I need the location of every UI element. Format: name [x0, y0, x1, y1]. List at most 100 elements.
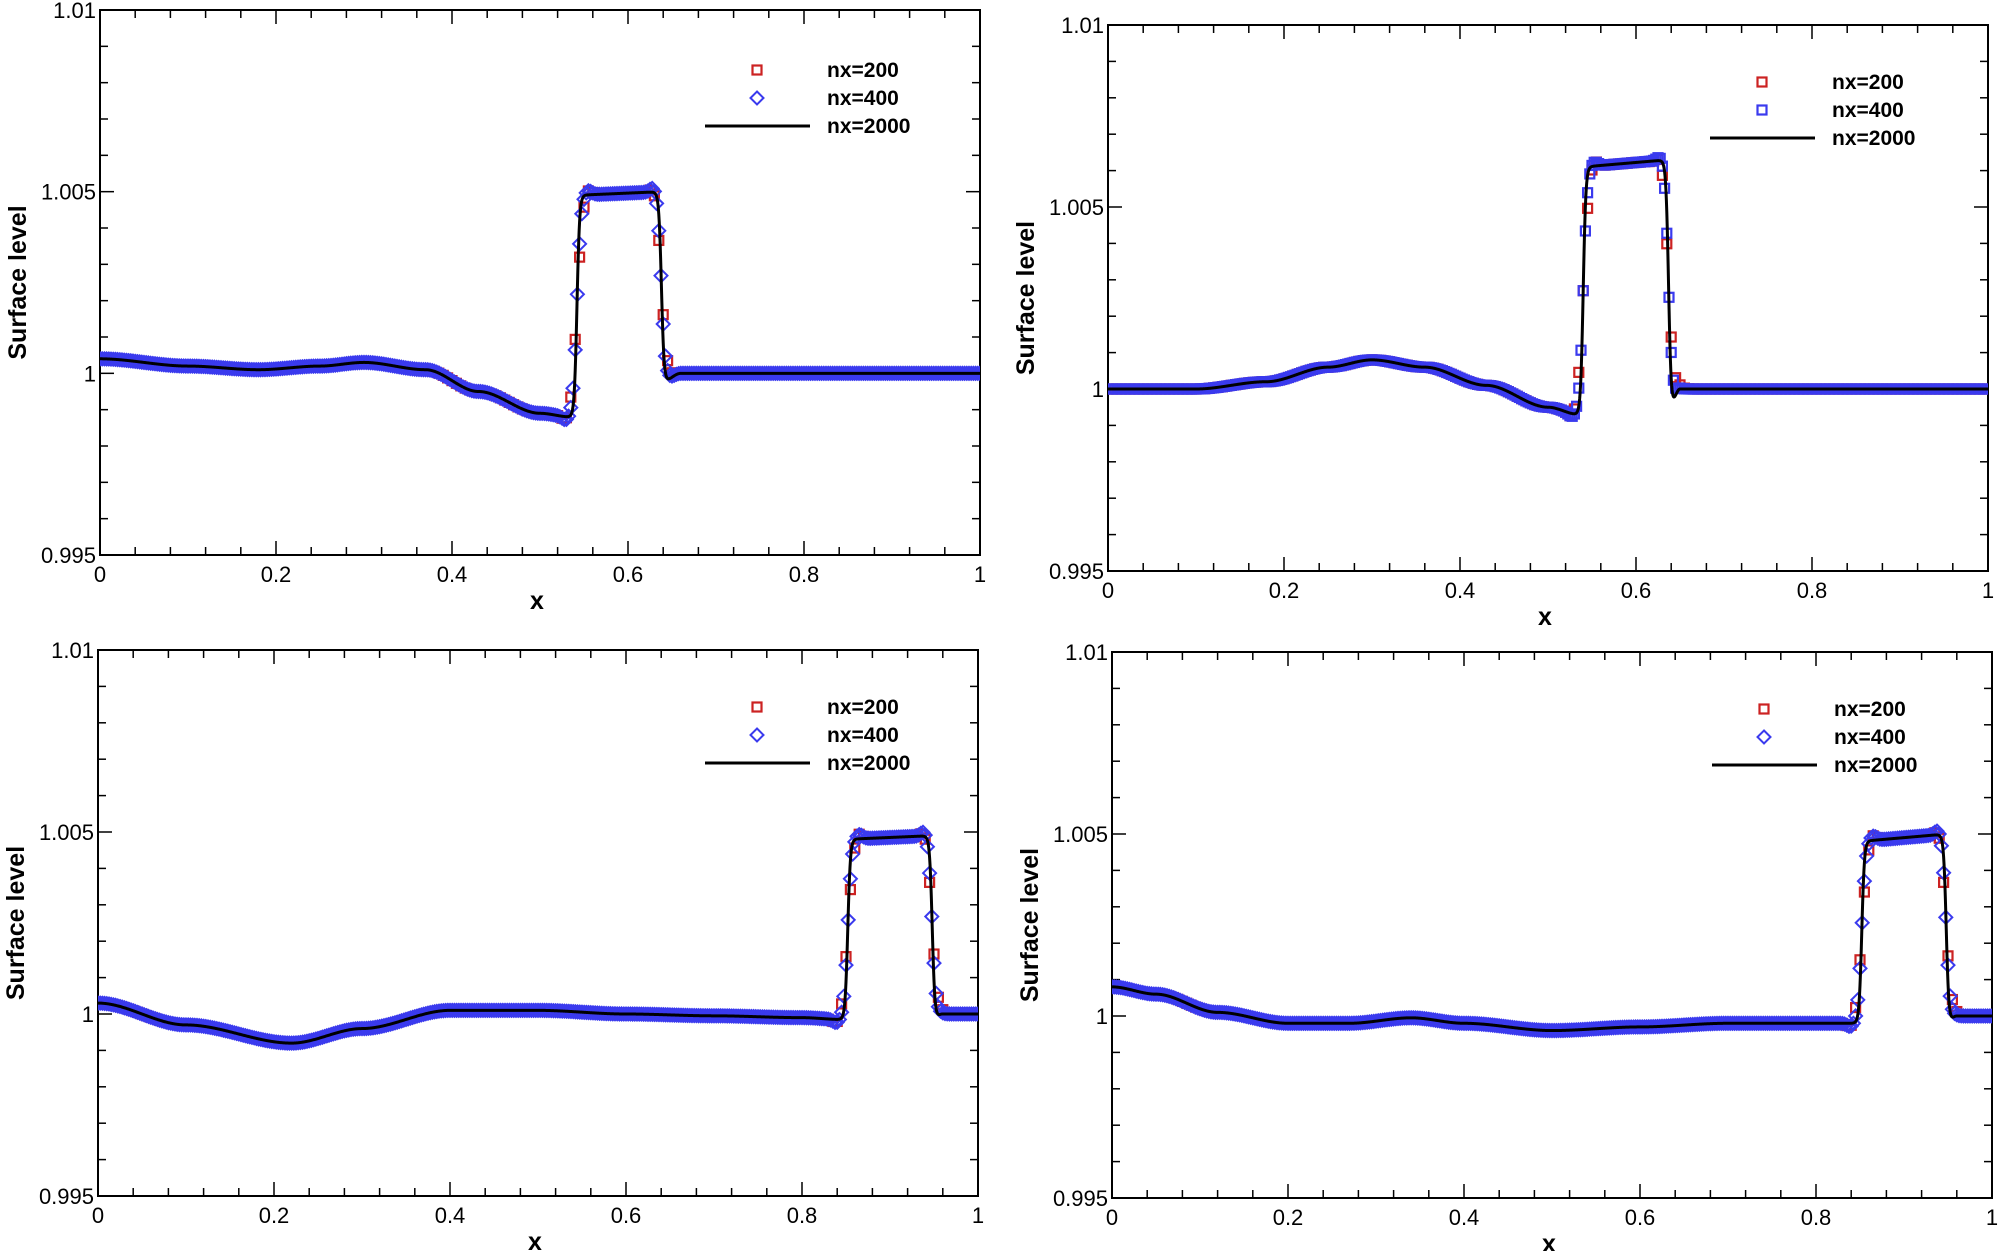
x-tick-label: 0.6 [613, 562, 644, 587]
series-nx2000-line [1108, 159, 1988, 416]
legend-marker-nx200 [1758, 703, 1770, 715]
y-tick-label: 0.995 [41, 543, 96, 568]
x-tick-label: 1 [972, 1203, 984, 1228]
chart-panel-top-right: 0 0.2 0.4 0.6 0.8 1 0.995 1 1.005 1.01 x Surface le… [1012, 13, 1994, 631]
y-tick-label: 1 [84, 361, 96, 386]
plot-area [1108, 152, 1988, 422]
x-tick-label: 0 [94, 562, 106, 587]
data-point-nx400 [967, 365, 980, 382]
x-tick-label: 0.8 [789, 562, 820, 587]
series-nx2000-line [100, 190, 980, 419]
y-tick-label: 1.005 [1053, 822, 1108, 847]
y-tick-label: 1.01 [1061, 13, 1104, 38]
x-tick-label: 0.4 [437, 562, 468, 587]
data-point-nx400 [1977, 1008, 1992, 1024]
legend-label: nx=400 [827, 87, 899, 110]
x-tick-label: 1 [974, 562, 986, 587]
legend-label: nx=2000 [827, 752, 911, 775]
plot-area [98, 824, 978, 1052]
y-tick-label: 1 [1092, 377, 1104, 402]
y-tick-label: 0.995 [1053, 1186, 1108, 1211]
x-tick-label: 0.2 [1273, 1205, 1304, 1230]
data-point-nx400 [648, 195, 665, 212]
x-tick-label: 1 [1986, 1205, 1998, 1230]
series-nx2000-line [1112, 833, 1992, 1033]
plot-frame [97, 649, 979, 1197]
x-tick-label: 0.8 [1797, 578, 1828, 603]
x-axis-label: x [528, 1228, 542, 1251]
plot-area [100, 180, 980, 428]
y-tick-label: 0.995 [39, 1184, 94, 1209]
data-point-nx400 [965, 365, 980, 382]
plot-frame [1111, 651, 1993, 1199]
series-nx2000-line [98, 834, 978, 1045]
x-tick-label: 0 [1106, 1205, 1118, 1230]
legend-label: nx=200 [827, 696, 899, 719]
chart-panel-bottom-left: 0 0.2 0.4 0.6 0.8 1 0.995 1 1.005 1.01 x Surface le… [2, 638, 984, 1251]
data-point-nx200 [1573, 366, 1585, 378]
x-tick-label: 1 [1982, 578, 1994, 603]
x-tick-label: 0 [92, 1203, 104, 1228]
chart-panel-top-left: 0 0.2 0.4 0.6 0.8 1 0.995 1 1.005 1.01 x Surface le… [4, 0, 986, 615]
data-point-nx400 [1915, 828, 1932, 844]
data-point-nx400 [844, 846, 861, 862]
y-tick-label: 1.005 [39, 820, 94, 845]
x-tick-label: 0.2 [261, 562, 292, 587]
data-point-nx400 [967, 1006, 978, 1022]
legend-marker-nx400 [749, 90, 765, 106]
y-tick-label: 1.01 [51, 638, 94, 663]
y-tick-label: 1.01 [53, 0, 96, 23]
y-tick-label: 1.005 [1049, 195, 1104, 220]
y-axis-label: Surface level [1012, 221, 1040, 375]
data-point-nx400 [1984, 1008, 1992, 1024]
legend-label: nx=400 [1834, 726, 1906, 749]
data-point-nx400 [970, 1006, 978, 1022]
plot-frame [1107, 24, 1989, 572]
data-point-nx400 [919, 838, 936, 855]
x-tick-label: 0.8 [1801, 1205, 1832, 1230]
x-tick-label: 0.2 [1269, 578, 1300, 603]
x-axis-label: x [1538, 603, 1552, 631]
legend-label: nx=2000 [827, 115, 911, 138]
legend: nx=200 nx=400 nx=2000 [705, 696, 911, 775]
legend: nx=200 nx=400 nx=2000 [1710, 71, 1916, 150]
legend-label: nx=2000 [1834, 754, 1918, 777]
data-point-nx400 [969, 365, 980, 382]
data-point-nx400 [573, 205, 590, 222]
legend-marker-nx200 [1756, 76, 1768, 88]
chart-panel-bottom-right: 0 0.2 0.4 0.6 0.8 1 0.995 1 1.005 1.01 x Surface le… [1016, 640, 1998, 1251]
data-point-nx400 [1858, 848, 1875, 864]
series-nx200 [100, 184, 980, 424]
legend-label: nx=200 [827, 59, 899, 82]
y-axis-label: Surface level [2, 846, 30, 1000]
legend-marker-nx200 [751, 64, 763, 76]
y-tick-label: 1 [82, 1002, 94, 1027]
x-tick-label: 0.6 [1621, 578, 1652, 603]
y-tick-label: 1.005 [41, 180, 96, 205]
x-axis-label: x [1542, 1230, 1556, 1251]
x-tick-label: 0 [1102, 578, 1114, 603]
legend-marker-nx400 [1756, 729, 1772, 745]
data-point-nx200 [1581, 202, 1594, 214]
legend-label: nx=400 [1832, 99, 1904, 122]
data-point-nx400 [1979, 1008, 1992, 1024]
legend-label: nx=400 [827, 724, 899, 747]
y-axis-label: Surface level [1016, 848, 1044, 1002]
legend-label: nx=2000 [1832, 127, 1916, 150]
data-point-nx400 [1981, 1008, 1992, 1024]
y-axis-label: Surface level [4, 205, 32, 359]
x-tick-label: 0.4 [1449, 1205, 1480, 1230]
y-tick-label: 1.01 [1065, 640, 1108, 665]
legend-marker-nx200 [751, 701, 763, 713]
plot-frame [99, 9, 981, 556]
data-point-nx400 [1933, 837, 1950, 854]
data-point-nx400 [972, 365, 980, 382]
x-tick-label: 0.6 [1625, 1205, 1656, 1230]
x-tick-label: 0.4 [1445, 578, 1476, 603]
data-point-nx400 [963, 1006, 978, 1022]
x-tick-label: 0.2 [259, 1203, 290, 1228]
series-nx400 [1108, 152, 1988, 422]
legend-marker-nx400 [1756, 104, 1768, 116]
legend-marker-nx400 [749, 727, 765, 743]
